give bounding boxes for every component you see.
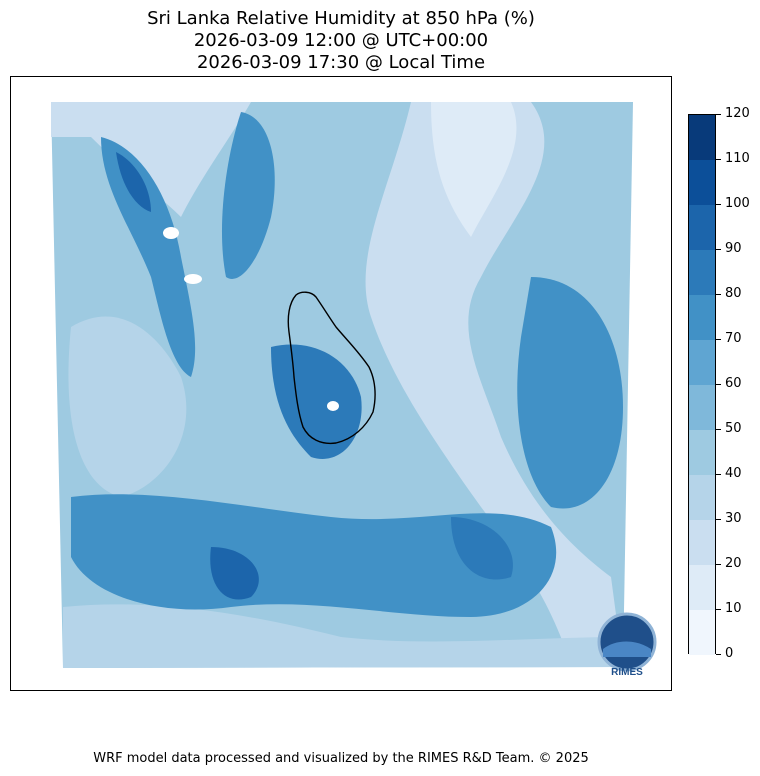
- missing-data-hole: [163, 227, 179, 239]
- colorbar-tick-label: 110: [725, 151, 750, 166]
- moist-patch-east: [517, 277, 623, 509]
- colorbar-tick: [716, 248, 721, 250]
- colorbar-tick: [716, 113, 721, 115]
- missing-data-hole: [327, 401, 339, 411]
- colorbar-segment: [689, 430, 715, 475]
- map-frame: RIMES: [10, 76, 672, 691]
- colorbar-tick: [716, 653, 721, 655]
- colorbar-tick-label: 60: [725, 376, 742, 391]
- colorbar-tick: [716, 608, 721, 610]
- colorbar-tick: [716, 518, 721, 520]
- colorbar-tick-label: 120: [725, 106, 750, 121]
- dry-band-northwest: [51, 102, 251, 217]
- moist-core-west: [116, 152, 151, 212]
- colorbar-tick-label: 50: [725, 421, 742, 436]
- map-title: Sri Lanka Relative Humidity at 850 hPa (…: [10, 8, 672, 74]
- colorbar-tick-label: 20: [725, 556, 742, 571]
- sri-lanka-outline: [287, 291, 376, 445]
- moist-band-central: [221, 112, 275, 279]
- colorbar-tick-label: 30: [725, 511, 742, 526]
- colorbar-segment: [689, 250, 715, 295]
- colorbar-segment: [689, 475, 715, 520]
- footer-credit: WRF model data processed and visualized …: [93, 751, 589, 766]
- colorbar-tick-label: 70: [725, 331, 742, 346]
- colorbar-tick-label: 80: [725, 286, 742, 301]
- moist-core-southeast: [451, 517, 513, 580]
- colorbar-tick: [716, 158, 721, 160]
- colorbar-segment: [689, 385, 715, 430]
- dry-band-northeast: [365, 102, 623, 667]
- colorbar-tick: [716, 293, 721, 295]
- colorbar-tick: [716, 473, 721, 475]
- moist-patch-southcentral: [71, 494, 557, 617]
- rimes-logo: RIMES: [597, 612, 657, 678]
- colorbar: [688, 114, 716, 655]
- colorbar-tick: [716, 338, 721, 340]
- dry-patch-south: [63, 604, 623, 668]
- title-line-1: Sri Lanka Relative Humidity at 850 hPa (…: [147, 8, 535, 29]
- colorbar-tick-label: 90: [725, 241, 742, 256]
- colorbar-tick-label: 40: [725, 466, 742, 481]
- colorbar-segment: [689, 295, 715, 340]
- colorbar-tick: [716, 203, 721, 205]
- colorbar-segment: [689, 565, 715, 610]
- moist-band-west: [101, 137, 196, 377]
- dry-patch-west: [68, 316, 187, 497]
- colorbar-segment: [689, 160, 715, 205]
- missing-data-hole: [184, 274, 202, 284]
- svg-text:RIMES: RIMES: [611, 667, 643, 678]
- moist-core-south: [210, 547, 259, 600]
- colorbar-tick-label: 0: [725, 646, 734, 661]
- dry-core-northeast: [431, 102, 517, 237]
- colorbar-segment: [689, 520, 715, 565]
- colorbar-tick-label: 100: [725, 196, 750, 211]
- colorbar-segment: [689, 340, 715, 385]
- colorbar-tick-label: 10: [725, 601, 742, 616]
- humidity-map: RIMES: [51, 102, 657, 678]
- colorbar-tick: [716, 563, 721, 565]
- colorbar-segment: [689, 205, 715, 250]
- colorbar-tick: [716, 428, 721, 430]
- colorbar-tick: [716, 383, 721, 385]
- colorbar-segment: [689, 610, 715, 655]
- title-line-2: 2026-03-09 12:00 @ UTC+00:00: [193, 30, 489, 51]
- title-line-3: 2026-03-09 17:30 @ Local Time: [196, 52, 486, 73]
- colorbar-segment: [689, 115, 715, 160]
